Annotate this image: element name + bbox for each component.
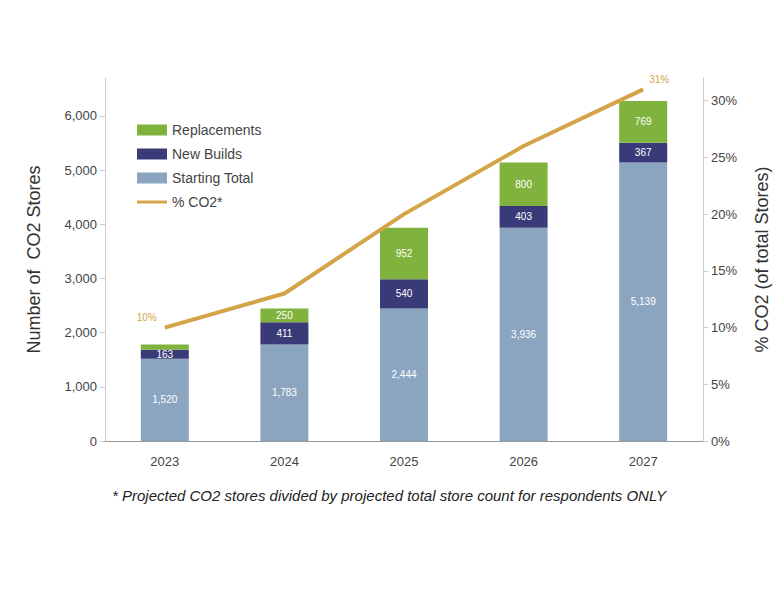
svg-text:Starting Total: Starting Total [172, 170, 253, 186]
svg-text:3,000: 3,000 [64, 271, 97, 286]
svg-text:% CO2 (of total Stores): % CO2 (of total Stores) [752, 166, 772, 352]
svg-text:411: 411 [276, 328, 292, 339]
svg-text:25%: 25% [711, 150, 737, 165]
svg-text:2,444: 2,444 [391, 369, 416, 380]
svg-text:0: 0 [90, 434, 97, 449]
svg-text:5,000: 5,000 [64, 163, 97, 178]
svg-text:% CO2*: % CO2* [172, 194, 223, 210]
svg-text:367: 367 [635, 147, 652, 158]
svg-text:6,000: 6,000 [64, 108, 97, 123]
svg-text:1,000: 1,000 [64, 379, 97, 394]
svg-text:2023: 2023 [150, 454, 179, 469]
svg-text:0%: 0% [711, 434, 730, 449]
svg-text:2,000: 2,000 [64, 325, 97, 340]
svg-text:1,520: 1,520 [152, 394, 177, 405]
svg-text:163: 163 [156, 349, 173, 360]
svg-text:2027: 2027 [629, 454, 658, 469]
svg-text:3,936: 3,936 [511, 329, 536, 340]
svg-text:5%: 5% [711, 377, 730, 392]
svg-text:10%: 10% [137, 312, 157, 323]
svg-text:250: 250 [276, 310, 293, 321]
svg-text:New Builds: New Builds [172, 146, 242, 162]
svg-text:1,783: 1,783 [272, 387, 297, 398]
svg-text:403: 403 [515, 211, 532, 222]
svg-text:2025: 2025 [390, 454, 419, 469]
svg-text:952: 952 [396, 248, 413, 259]
svg-text:2024: 2024 [270, 454, 299, 469]
svg-text:540: 540 [396, 288, 413, 299]
svg-text:30%: 30% [711, 93, 737, 108]
svg-text:20%: 20% [711, 207, 737, 222]
svg-text:800: 800 [515, 179, 532, 190]
svg-text:15%: 15% [711, 263, 737, 278]
svg-text:5,139: 5,139 [631, 296, 656, 307]
svg-text:769: 769 [635, 116, 652, 127]
svg-text:10%: 10% [711, 320, 737, 335]
svg-text:2026: 2026 [509, 454, 538, 469]
svg-text:* Projected CO2 stores divided: * Projected CO2 stores divided by projec… [112, 487, 667, 504]
svg-text:Replacements: Replacements [172, 122, 262, 138]
svg-text:Number of CO2 Stores: Number of CO2 Stores [24, 165, 44, 353]
svg-text:31%: 31% [649, 74, 669, 85]
svg-text:4,000: 4,000 [64, 217, 97, 232]
